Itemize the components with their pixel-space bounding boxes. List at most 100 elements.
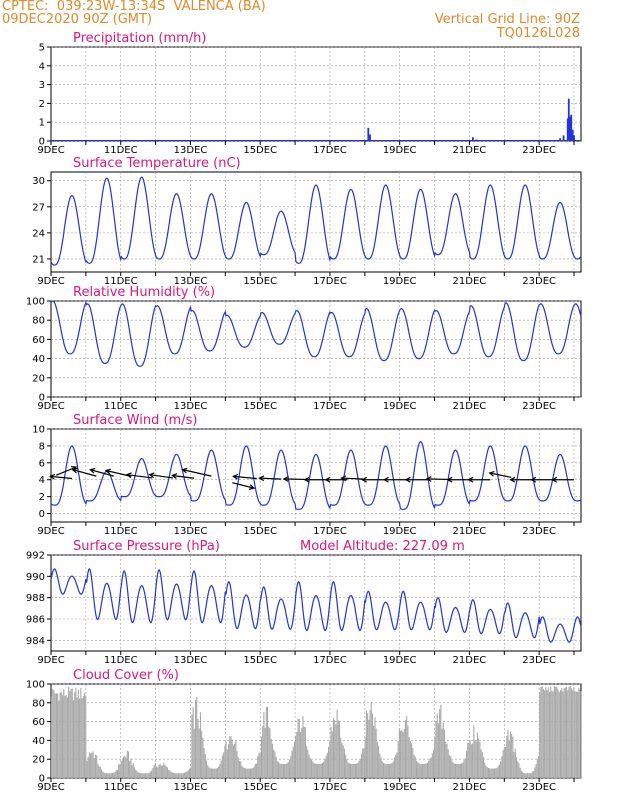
cloud-bar bbox=[419, 763, 421, 778]
cloud-bar bbox=[301, 728, 303, 778]
cloud-bar bbox=[422, 763, 424, 778]
cloud-bar bbox=[456, 763, 458, 778]
cloud-bar bbox=[540, 687, 542, 778]
cloud-bar bbox=[275, 756, 277, 778]
panel-2 bbox=[47, 300, 582, 401]
cloud-bar bbox=[513, 752, 515, 778]
cloud-bar bbox=[546, 690, 548, 778]
cloud-bar bbox=[502, 750, 504, 778]
cloud-bar bbox=[564, 687, 566, 778]
wind-arrowhead bbox=[404, 476, 411, 483]
cloud-bar bbox=[291, 750, 293, 778]
cloud-bar bbox=[238, 761, 241, 778]
cloud-bar bbox=[360, 753, 363, 778]
panel-subtitle: Model Altitude: 227.09 m bbox=[300, 539, 465, 554]
cloud-bar bbox=[523, 772, 525, 778]
x-tick-label: 17DEC bbox=[313, 782, 347, 793]
precip-bar bbox=[369, 134, 371, 141]
cloud-bar bbox=[566, 686, 568, 778]
y-tick-label: 100 bbox=[26, 297, 45, 308]
x-tick-label: 9DEC bbox=[37, 276, 64, 287]
cloud-bar bbox=[52, 689, 54, 778]
cloud-bar bbox=[376, 742, 378, 778]
wind-arrowhead bbox=[49, 473, 56, 480]
cloud-bar bbox=[550, 686, 552, 778]
cloud-bar bbox=[353, 763, 355, 778]
x-tick-label: 11DEC bbox=[104, 782, 138, 793]
cloud-bar bbox=[381, 761, 383, 778]
cloud-bar bbox=[387, 763, 389, 778]
wind-vector bbox=[232, 482, 255, 489]
cloud-bar bbox=[171, 772, 173, 778]
y-tick-label: 24 bbox=[32, 228, 45, 239]
cloud-bar bbox=[268, 726, 270, 778]
cloud-bar bbox=[121, 758, 123, 778]
cloud-bar bbox=[86, 761, 88, 778]
cloud-bar bbox=[518, 763, 520, 778]
cloud-bar bbox=[432, 749, 435, 778]
cloud-bar bbox=[548, 691, 551, 778]
cloud-bar bbox=[154, 762, 156, 778]
wind-arrowhead bbox=[551, 476, 558, 483]
cloud-bar bbox=[539, 692, 541, 778]
cloud-bar bbox=[127, 751, 129, 778]
y-tick-label: 0 bbox=[39, 393, 45, 404]
cloud-bar bbox=[176, 773, 178, 778]
cloud-bar bbox=[141, 773, 143, 778]
cloud-bar bbox=[373, 725, 375, 778]
cloud-bar bbox=[170, 771, 172, 778]
x-tick-label: 19DEC bbox=[383, 655, 417, 666]
cloud-bar bbox=[225, 741, 227, 778]
series-line bbox=[50, 567, 582, 643]
cloud-bar bbox=[199, 712, 201, 778]
cloud-bar bbox=[258, 752, 260, 778]
wind-vector bbox=[283, 478, 306, 481]
x-tick-label: 17DEC bbox=[313, 401, 347, 412]
cloud-bar bbox=[115, 770, 117, 778]
cloud-bar bbox=[575, 691, 577, 778]
cloud-bar bbox=[61, 695, 64, 778]
cloud-bar bbox=[472, 743, 474, 778]
cloud-bar bbox=[112, 773, 114, 778]
cloud-bar bbox=[242, 767, 244, 778]
cloud-bar bbox=[280, 763, 282, 778]
cloud-bar bbox=[468, 742, 470, 778]
cloud-bar bbox=[236, 751, 238, 778]
cloud-bar bbox=[537, 756, 540, 778]
cloud-bar bbox=[389, 763, 391, 778]
cloud-bar bbox=[312, 761, 314, 778]
cloud-bar bbox=[447, 749, 449, 778]
cloud-bar bbox=[428, 760, 430, 778]
cloud-bar bbox=[87, 757, 89, 778]
x-tick-label: 13DEC bbox=[174, 145, 208, 156]
cloud-bar bbox=[467, 743, 469, 778]
cloud-bar bbox=[201, 731, 203, 778]
cloud-bar bbox=[271, 743, 273, 778]
cloud-bar bbox=[177, 773, 180, 778]
y-tick-label: 986 bbox=[26, 615, 45, 626]
cloud-bar bbox=[380, 757, 382, 778]
cloud-bar bbox=[59, 692, 61, 778]
x-tick-label: 19DEC bbox=[383, 276, 417, 287]
cloud-bar bbox=[374, 717, 376, 778]
cloud-bar bbox=[339, 721, 341, 778]
cloud-bar bbox=[325, 756, 327, 778]
y-tick-label: 40 bbox=[32, 354, 45, 365]
cloud-bar bbox=[148, 772, 150, 778]
y-tick-label: 0 bbox=[39, 137, 45, 148]
cloud-bar bbox=[437, 723, 439, 778]
cloud-bar bbox=[243, 767, 245, 778]
cloud-bar bbox=[448, 755, 450, 778]
cloud-bar bbox=[184, 772, 186, 778]
y-tick-label: 2 bbox=[39, 492, 45, 503]
wind-arrowhead bbox=[148, 472, 155, 479]
cloud-bar bbox=[490, 768, 492, 778]
cloud-bar bbox=[519, 767, 521, 778]
series-line bbox=[50, 176, 582, 266]
precip-bar bbox=[367, 127, 370, 141]
cloud-bar bbox=[558, 692, 560, 778]
cloud-bar bbox=[219, 763, 221, 778]
cloud-bar bbox=[395, 754, 397, 778]
y-tick-label: 30 bbox=[32, 176, 45, 187]
